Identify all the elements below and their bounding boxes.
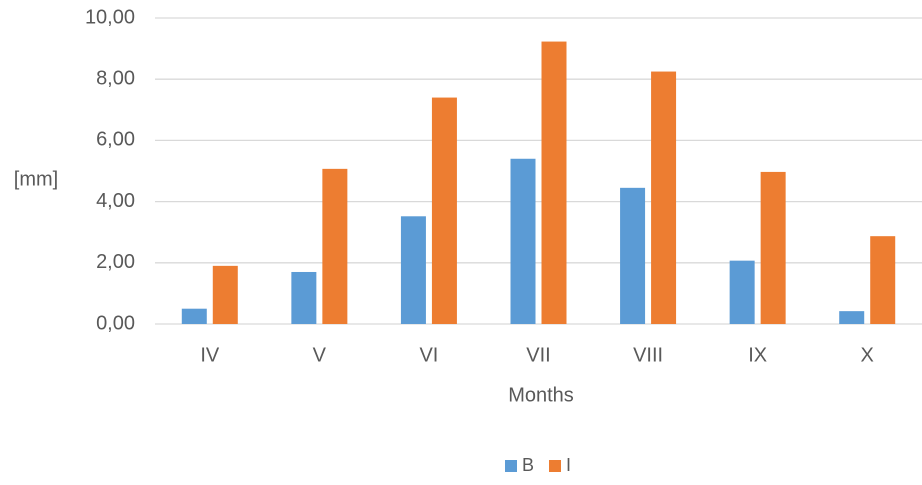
bar-b-vi <box>400 216 426 324</box>
legend-swatch-i <box>549 460 561 472</box>
bar-i-iv <box>212 265 238 324</box>
legend-label-i: I <box>566 455 571 475</box>
x-tick-label: V <box>313 344 327 366</box>
y-tick-label: 0,00 <box>96 312 135 334</box>
y-tick-label: 10,00 <box>85 6 135 28</box>
x-tick-label: VIII <box>633 344 663 366</box>
bar-b-vii <box>510 158 536 324</box>
x-tick-label: X <box>861 344 874 366</box>
bar-i-vi <box>431 97 457 324</box>
x-tick-label: IX <box>748 344 767 366</box>
bar-i-viii <box>651 71 677 324</box>
bar-b-iv <box>181 308 207 324</box>
bar-b-x <box>839 311 865 324</box>
bar-i-vii <box>541 41 567 324</box>
bar-b-viii <box>620 187 646 324</box>
gridlines <box>155 17 922 325</box>
bar-i-x <box>870 236 896 324</box>
bar-i-ix <box>760 171 786 324</box>
bars <box>181 41 896 324</box>
y-tick-label: 4,00 <box>96 190 135 212</box>
legend-swatch-b <box>505 460 517 472</box>
x-tick-label: IV <box>200 344 220 366</box>
legend-label-b: B <box>522 455 534 475</box>
y-tick-label: 2,00 <box>96 251 135 273</box>
bar-b-ix <box>729 260 755 324</box>
x-tick-label: VI <box>419 344 438 366</box>
bar-i-v <box>322 168 348 324</box>
x-axis-label: Months <box>508 384 574 406</box>
bar-b-v <box>291 271 317 324</box>
axes: 0,00 2,00 4,00 6,00 8,00 10,00 IV V VI VII VIII IX X <box>85 6 874 366</box>
y-axis-label: [mm] <box>14 168 58 190</box>
y-tick-label: 8,00 <box>96 67 135 89</box>
x-tick-label: VII <box>526 344 550 366</box>
y-tick-label: 6,00 <box>96 129 135 151</box>
